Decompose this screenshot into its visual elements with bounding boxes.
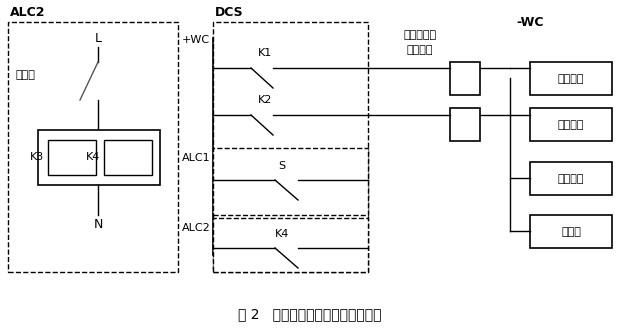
Text: K4: K4 xyxy=(86,152,100,162)
Bar xyxy=(8,22,178,272)
Bar xyxy=(213,148,368,215)
Bar xyxy=(213,218,368,272)
Text: +WC: +WC xyxy=(182,35,210,45)
Text: K3: K3 xyxy=(30,152,44,162)
Text: 集中分闸: 集中分闸 xyxy=(558,120,584,130)
Text: 图 2   改造后主电动机控制原理示意: 图 2 改造后主电动机控制原理示意 xyxy=(238,307,382,321)
Bar xyxy=(530,108,612,141)
Text: 油压低: 油压低 xyxy=(561,227,581,237)
Text: ALC2: ALC2 xyxy=(10,6,45,18)
Bar xyxy=(48,140,96,175)
Text: ALC2: ALC2 xyxy=(182,223,210,233)
Text: N: N xyxy=(94,218,103,232)
Bar xyxy=(530,215,612,248)
Text: ALC1: ALC1 xyxy=(182,153,210,163)
Text: K1: K1 xyxy=(258,48,272,58)
Bar xyxy=(38,130,160,185)
Text: K4: K4 xyxy=(275,229,289,239)
Text: DCS: DCS xyxy=(215,6,244,18)
Text: 集中合闸: 集中合闸 xyxy=(558,74,584,84)
Bar xyxy=(104,140,152,175)
Text: 油压低: 油压低 xyxy=(16,70,36,80)
Bar xyxy=(450,62,480,95)
Text: K2: K2 xyxy=(258,95,272,105)
Text: 辅助触点: 辅助触点 xyxy=(407,45,433,55)
Text: -WC: -WC xyxy=(516,15,544,29)
Bar xyxy=(530,162,612,195)
Text: 现场急停: 现场急停 xyxy=(558,174,584,184)
Text: S: S xyxy=(278,161,286,171)
Text: L: L xyxy=(94,31,102,45)
Text: 小车断路器: 小车断路器 xyxy=(404,30,436,40)
Bar xyxy=(213,22,368,272)
Bar xyxy=(450,108,480,141)
Bar xyxy=(530,62,612,95)
